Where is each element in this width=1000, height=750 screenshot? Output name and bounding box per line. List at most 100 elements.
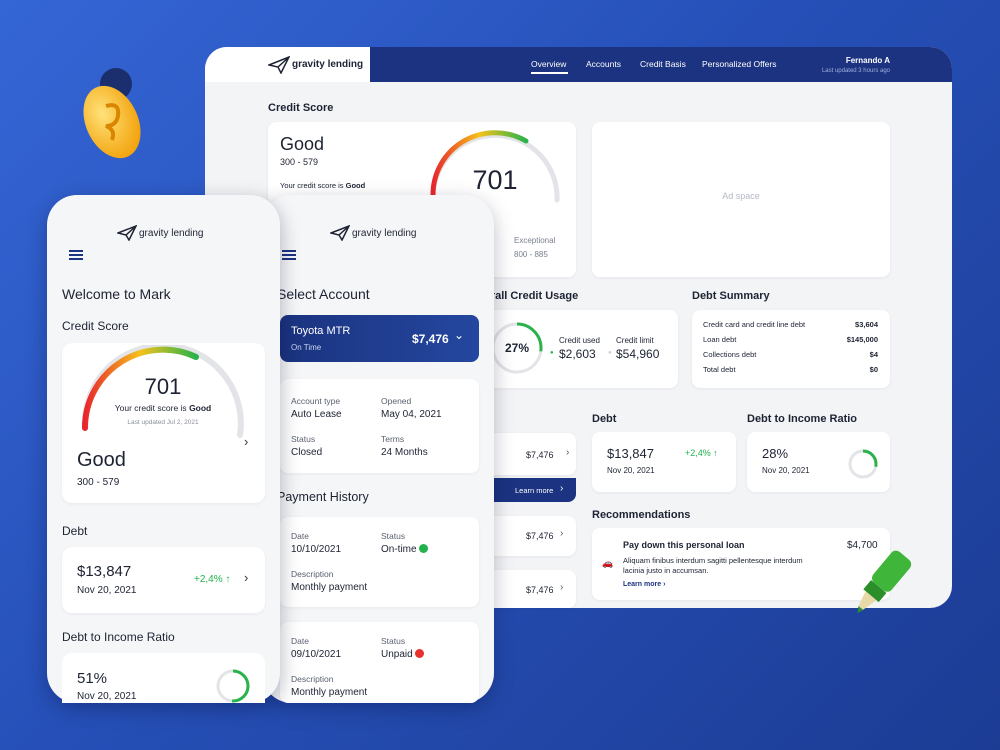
account-selector[interactable]	[280, 315, 479, 362]
section-heading: Debt	[592, 413, 617, 425]
payment-date: 10/10/2021	[291, 544, 342, 555]
rating: Good	[280, 134, 325, 154]
brand: gravity lending	[139, 228, 204, 239]
payment-label: Status	[381, 531, 406, 541]
section-heading: Credit Score	[268, 102, 334, 114]
payment-status: On-time	[381, 544, 429, 555]
limit: $54,960	[616, 347, 660, 361]
details-card	[280, 379, 479, 473]
rating: Good	[77, 449, 126, 471]
rec-link[interactable]: Learn more ›	[623, 581, 666, 588]
nav-link[interactable]: Credit Basis	[640, 59, 686, 69]
rec-text: lacinia justo in accumsan.	[623, 566, 709, 575]
account-status: On Time	[291, 343, 322, 352]
menu[interactable]	[69, 250, 83, 252]
payment-label: Date	[291, 531, 309, 541]
ad-text: Ad space	[722, 191, 760, 201]
gauge	[81, 345, 244, 438]
brand: gravity lending	[352, 228, 417, 239]
debt-card[interactable]	[62, 547, 265, 613]
max-label: Exceptional	[514, 236, 556, 245]
dti-date: Nov 20, 2021	[762, 466, 810, 475]
debt-summary-card	[692, 310, 890, 388]
payment-status: Unpaid	[381, 649, 425, 660]
logo-icon	[330, 225, 350, 241]
nav-link[interactable]: Personalized Offers	[702, 59, 777, 69]
payment-date: 09/10/2021	[291, 649, 342, 660]
account-amount: $7,476	[526, 585, 554, 595]
debt-row-label: Collections debt	[703, 350, 757, 359]
rec-title: Pay down this personal loan	[623, 540, 745, 550]
rec-text: Aliquam finibus interdum sagitti pellent…	[623, 556, 803, 565]
section-heading: Debt to Income Ratio	[62, 630, 175, 644]
section-heading: Debt to Income Ratio	[747, 413, 858, 425]
credit-card[interactable]	[62, 343, 265, 503]
detail-label: Account type	[291, 396, 341, 406]
score: 701	[472, 165, 518, 195]
rec-amount: $4,700	[847, 540, 878, 551]
payment-card	[280, 622, 479, 703]
detail-value: Closed	[291, 447, 323, 458]
dti-value: 51%	[77, 670, 108, 687]
nav-link[interactable]: Accounts	[586, 59, 621, 69]
brand: gravity lending	[292, 59, 364, 70]
section-heading: Recommendations	[592, 509, 691, 521]
dti-donut	[216, 669, 250, 703]
payment-label: Description	[291, 674, 334, 684]
detail-value: May 04, 2021	[381, 409, 442, 420]
section-heading: Debt Summary	[692, 290, 770, 302]
coin	[83, 85, 141, 159]
account-amount: $7,476	[526, 450, 554, 460]
usage-card	[470, 310, 678, 388]
debt-row-value: $4	[869, 350, 878, 359]
payment-label: Status	[381, 636, 406, 646]
detail-value: 24 Months	[381, 447, 428, 458]
score: 701	[144, 374, 182, 399]
logo-area	[205, 47, 370, 82]
payment-card	[280, 517, 479, 607]
debt-row-label: Credit card and credit line debt	[703, 320, 806, 329]
logo-icon	[117, 225, 137, 241]
debt-date: Nov 20, 2021	[607, 466, 655, 475]
debt-row-value: $0	[869, 365, 878, 374]
detail-label: Opened	[381, 396, 412, 406]
nav-underline	[531, 72, 568, 74]
payment-desc: Monthly payment	[291, 582, 368, 593]
range: 300 - 579	[280, 157, 319, 167]
dti-card[interactable]: 51% Nov 20, 2021	[62, 653, 265, 703]
section-heading: Payment History	[277, 490, 369, 504]
logo-icon	[268, 56, 290, 74]
dti-donut	[848, 449, 878, 479]
learn-more[interactable]: Learn more	[515, 486, 554, 495]
nav-link[interactable]: Overview	[531, 59, 567, 69]
debt-card	[592, 432, 736, 492]
account-amount: $7,476	[412, 332, 449, 346]
debt-date: Nov 20, 2021	[77, 585, 137, 596]
dti-value: 28%	[762, 446, 789, 461]
note-rating: Good	[345, 181, 366, 190]
debt-row-value: $3,604	[855, 320, 878, 329]
used-label: Credit used	[559, 336, 600, 345]
usage-percent: 27%	[504, 341, 530, 355]
used: $2,603	[559, 347, 596, 361]
dti-card	[747, 432, 890, 492]
menu[interactable]	[282, 250, 296, 252]
note: Your credit score is	[280, 181, 344, 190]
account-name: Toyota MTR	[291, 325, 351, 337]
debt-row-value: $145,000	[846, 335, 878, 344]
coin-symbol	[105, 103, 121, 141]
user-name[interactable]: Fernando A	[845, 56, 890, 65]
note: Your credit score is	[114, 403, 187, 413]
dti-date: Nov 20, 2021	[77, 691, 137, 702]
gauge	[430, 130, 560, 203]
debt-amount: $13,847	[77, 563, 132, 580]
user-updated: Last updated 3 hours ago	[821, 68, 890, 74]
section-heading: Debt	[62, 524, 88, 538]
recommendation-card	[592, 528, 890, 600]
account-amount: $7,476	[526, 531, 554, 541]
note-rating: Good	[189, 403, 212, 413]
debt-change: +2,4% ↑	[194, 574, 231, 585]
range: 300 - 579	[77, 477, 120, 488]
